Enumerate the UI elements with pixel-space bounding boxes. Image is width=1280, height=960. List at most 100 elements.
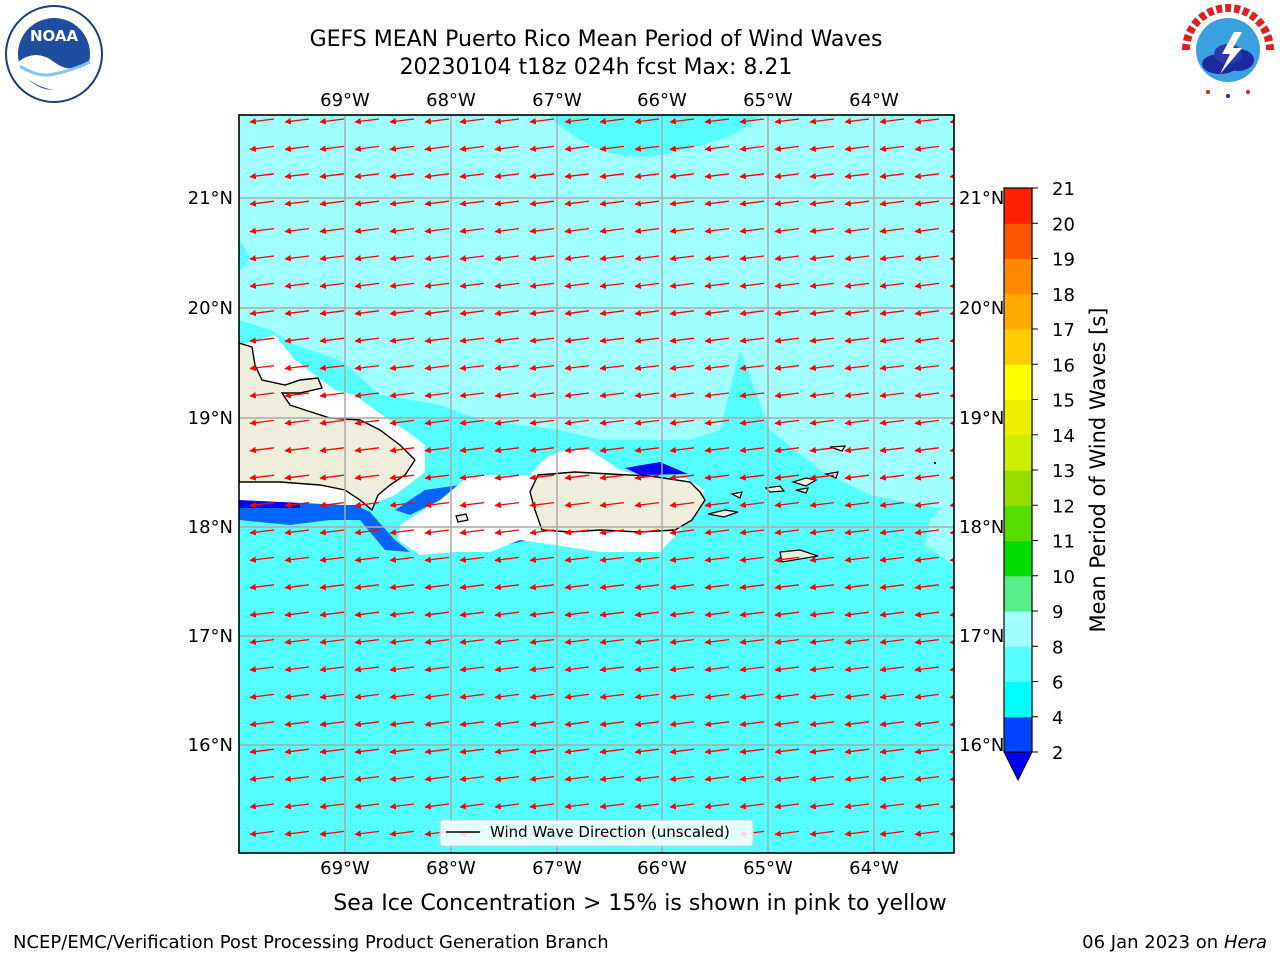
colorbar-tick-label: 18 <box>1052 285 1075 306</box>
wind-wave-arrow <box>634 309 660 317</box>
wind-wave-arrow <box>844 337 870 344</box>
wind-wave-arrow <box>389 282 415 289</box>
wind-wave-arrow <box>459 337 485 344</box>
wind-wave-arrow <box>494 145 520 152</box>
wind-wave-arrow <box>704 720 730 728</box>
lat-labels-right: 21°N 20°N 19°N 18°N 17°N 16°N <box>959 188 1004 756</box>
wind-wave-arrow <box>844 638 870 646</box>
wind-wave-arrow <box>879 583 905 591</box>
wind-wave-arrow <box>739 748 765 755</box>
wind-wave-arrow <box>914 666 940 673</box>
lat-labels-left: 21°N 20°N 19°N 18°N 17°N 16°N <box>188 188 233 756</box>
wind-wave-arrow <box>354 118 380 125</box>
wind-wave-arrow <box>739 364 765 372</box>
wind-wave-arrow <box>529 693 555 700</box>
wind-wave-arrow <box>459 446 485 454</box>
wind-wave-arrow <box>319 145 345 152</box>
wind-wave-arrow <box>354 666 380 673</box>
wind-wave-arrow <box>284 638 310 646</box>
wind-wave-arrow <box>599 529 625 536</box>
wind-wave-arrow <box>634 200 660 207</box>
wind-wave-arrow <box>529 200 555 207</box>
wind-wave-arrow <box>634 583 660 591</box>
wind-wave-arrow <box>529 720 555 728</box>
colorbar-under-triangle <box>1003 751 1033 782</box>
wind-wave-arrow <box>844 446 870 454</box>
wind-wave-arrow <box>669 200 695 207</box>
colorbar-segment <box>1004 293 1032 330</box>
wind-wave-arrow <box>634 611 660 618</box>
wind-wave-arrow <box>494 611 520 618</box>
lon-label-top: 68°W <box>426 90 476 111</box>
lon-label-bottom: 64°W <box>849 858 899 879</box>
wind-wave-arrow <box>249 282 275 289</box>
wind-wave-arrow <box>844 474 870 481</box>
wind-wave-arrow <box>879 693 905 700</box>
wind-wave-arrow <box>599 666 625 673</box>
wind-wave-arrow <box>739 172 765 180</box>
wind-wave-arrow <box>319 392 345 399</box>
wind-wave-arrow <box>389 803 415 810</box>
wind-wave-arrow <box>739 720 765 728</box>
wind-wave-arrow <box>739 666 765 673</box>
wind-wave-arrow <box>844 748 870 755</box>
wind-wave-arrow <box>844 255 870 262</box>
wind-wave-arrow <box>389 638 415 646</box>
footer-host: Hera <box>1223 932 1267 953</box>
wind-wave-arrow <box>354 693 380 700</box>
wind-wave-arrow <box>249 775 275 783</box>
wind-wave-arrow <box>249 666 275 673</box>
colorbar-tick-label: 14 <box>1052 426 1075 447</box>
wind-wave-arrow <box>914 803 940 810</box>
wind-wave-arrow <box>494 309 520 317</box>
wind-wave-arrow <box>424 200 450 207</box>
wind-wave-arrow <box>774 446 800 454</box>
colorbar-tick-label: 21 <box>1052 179 1075 200</box>
wind-wave-arrow <box>704 172 730 180</box>
wind-wave-arrow <box>564 474 590 481</box>
wind-wave-arrow <box>809 145 835 152</box>
wind-wave-arrow <box>459 364 485 372</box>
wind-wave-arrow <box>424 611 450 618</box>
island-vieques <box>707 509 739 518</box>
wind-wave-arrow <box>704 583 730 591</box>
wind-wave-arrow <box>564 666 590 673</box>
wind-wave-arrow <box>879 392 905 399</box>
wind-wave-arrow <box>739 693 765 700</box>
wind-wave-arrow <box>809 282 835 289</box>
wind-wave-arrow <box>354 309 380 317</box>
wind-wave-arrow <box>634 337 660 344</box>
lat-label-left: 16°N <box>188 735 233 756</box>
wind-wave-arrow <box>739 501 765 509</box>
wind-wave-arrow <box>739 118 765 125</box>
wind-wave-arrow <box>494 118 520 125</box>
wind-wave-arrow <box>599 255 625 262</box>
wind-wave-arrow <box>459 255 485 262</box>
wind-wave-arrow <box>844 419 870 426</box>
wind-wave-arrow <box>529 775 555 783</box>
wind-wave-arrow <box>249 145 275 152</box>
wind-wave-arrow <box>669 255 695 262</box>
wind-wave-arrow <box>739 145 765 152</box>
wind-wave-arrow <box>389 474 415 481</box>
wind-wave-arrow <box>809 611 835 618</box>
wind-wave-arrow <box>634 255 660 262</box>
legend-label: Wind Wave Direction (unscaled) <box>490 823 730 841</box>
wind-wave-arrow <box>529 364 555 372</box>
wind-wave-arrow <box>389 145 415 152</box>
sea-ice-note: Sea Ice Concentration > 15% is shown in … <box>333 891 947 916</box>
wind-wave-arrow <box>634 803 660 810</box>
wind-wave-arrow <box>529 501 555 509</box>
wind-wave-arrow <box>459 775 485 783</box>
lat-label-right: 21°N <box>959 188 1004 209</box>
wind-wave-arrow <box>634 364 660 372</box>
island-culebra <box>730 491 743 499</box>
colorbar-segment <box>1004 681 1032 718</box>
wind-wave-arrow <box>774 775 800 783</box>
wind-wave-arrow <box>284 611 310 618</box>
wind-wave-arrow <box>844 227 870 235</box>
wind-wave-arrow <box>424 775 450 783</box>
wind-wave-arrow <box>809 501 835 509</box>
wind-wave-arrow <box>564 611 590 618</box>
wind-wave-arrow <box>914 255 940 262</box>
